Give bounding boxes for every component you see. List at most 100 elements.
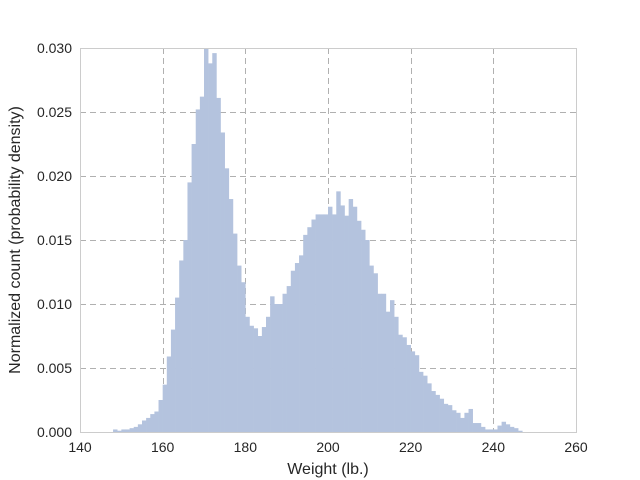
histogram-bar bbox=[170, 329, 176, 432]
histogram-bar bbox=[121, 429, 126, 432]
histogram-bar bbox=[336, 191, 341, 432]
histogram-bar bbox=[352, 206, 358, 432]
histogram-bar bbox=[493, 429, 498, 432]
x-tick-label: 180 bbox=[234, 439, 258, 455]
y-tick-label: 0.030 bbox=[37, 40, 72, 56]
y-tick-label: 0.010 bbox=[37, 296, 72, 312]
y-axis-label: Normalized count (probability density) bbox=[7, 106, 24, 374]
histogram-bar bbox=[480, 426, 486, 432]
histogram-bar bbox=[328, 206, 333, 432]
y-tick-label: 0.005 bbox=[37, 360, 72, 376]
histogram-bar bbox=[282, 293, 287, 432]
histogram-bar bbox=[294, 263, 300, 432]
histogram-bar bbox=[199, 96, 205, 432]
histogram-bar bbox=[266, 316, 271, 432]
histogram-bar bbox=[514, 428, 519, 432]
histogram-bar bbox=[158, 400, 163, 432]
x-tick-label: 160 bbox=[151, 439, 175, 455]
x-tick-labels: 140 160 180 200 220 240 260 bbox=[68, 439, 588, 455]
histogram-bar bbox=[150, 414, 155, 432]
histogram-bar bbox=[476, 423, 482, 432]
histogram-bar bbox=[431, 391, 436, 432]
y-tick-label: 0.020 bbox=[37, 168, 72, 184]
histogram-bar bbox=[274, 304, 279, 432]
histogram-bar bbox=[348, 199, 354, 432]
histogram-bar bbox=[183, 240, 188, 432]
x-tick-label: 140 bbox=[68, 439, 92, 455]
histogram-bar bbox=[410, 351, 416, 432]
histogram-bar bbox=[377, 293, 383, 432]
histogram-bar bbox=[373, 273, 378, 432]
histogram-bar bbox=[443, 403, 449, 432]
histogram-bar bbox=[241, 282, 246, 432]
histogram-bar bbox=[208, 63, 213, 433]
histogram-bar bbox=[204, 48, 209, 432]
histogram-bar bbox=[175, 297, 180, 432]
y-tick-label: 0.015 bbox=[37, 232, 72, 248]
histogram-bar bbox=[125, 429, 130, 432]
histogram-bar bbox=[117, 430, 122, 432]
histogram-bar bbox=[447, 405, 453, 432]
histogram-bar bbox=[427, 383, 432, 432]
histogram-bar bbox=[299, 255, 304, 432]
histogram-bar bbox=[414, 355, 420, 432]
histogram-bar bbox=[237, 265, 242, 432]
histogram-bar bbox=[418, 371, 424, 432]
x-tick-label: 220 bbox=[399, 439, 423, 455]
x-tick-label: 260 bbox=[564, 439, 588, 455]
histogram-bar bbox=[505, 424, 511, 432]
histogram-bar bbox=[340, 205, 345, 432]
histogram-bar bbox=[253, 328, 259, 432]
histogram-bar bbox=[489, 429, 494, 432]
histogram-bar bbox=[344, 215, 349, 432]
histogram-bar bbox=[398, 334, 403, 432]
histogram-bar bbox=[187, 182, 192, 432]
histogram-bar bbox=[381, 293, 387, 432]
grid bbox=[80, 48, 576, 432]
histogram-bar bbox=[290, 270, 296, 432]
histogram-bar bbox=[456, 412, 461, 432]
y-tick-label: 0.000 bbox=[37, 424, 72, 440]
x-tick-label: 200 bbox=[316, 439, 340, 455]
x-axis-label: Weight (lb.) bbox=[287, 461, 369, 478]
histogram-bar bbox=[518, 430, 523, 432]
histogram-bar bbox=[228, 199, 234, 432]
histogram-bar bbox=[179, 260, 184, 432]
histogram-bar bbox=[286, 286, 292, 432]
histogram-bar bbox=[497, 425, 502, 432]
histogram-bar bbox=[509, 426, 515, 432]
histogram-bar bbox=[195, 109, 201, 432]
histogram-bar bbox=[323, 214, 329, 432]
histogram-bar bbox=[385, 311, 391, 432]
histogram-bar bbox=[133, 426, 139, 432]
histogram-bar bbox=[249, 325, 254, 432]
histogram-bar bbox=[406, 344, 411, 432]
plot-frame bbox=[80, 48, 577, 433]
histogram-bar bbox=[232, 233, 238, 432]
histogram-bar bbox=[137, 424, 143, 432]
histogram-bar bbox=[394, 316, 399, 432]
histogram-bar bbox=[423, 375, 428, 432]
histogram-bar bbox=[369, 265, 374, 432]
histogram-bar bbox=[257, 336, 263, 432]
histogram-bar bbox=[464, 412, 469, 432]
histogram-bar bbox=[129, 428, 135, 432]
histogram-bar bbox=[315, 214, 321, 432]
histogram-bar bbox=[224, 168, 230, 432]
histogram-bar bbox=[485, 429, 490, 432]
histogram-bar bbox=[191, 144, 197, 432]
histogram-bar bbox=[332, 214, 337, 432]
histogram-bar bbox=[146, 417, 151, 432]
histogram-bar bbox=[154, 411, 159, 432]
histogram-bar bbox=[270, 296, 275, 432]
histogram-bar bbox=[216, 97, 221, 433]
histogram-bar bbox=[220, 132, 225, 433]
histogram-bar bbox=[113, 429, 118, 432]
histogram-bar bbox=[307, 227, 312, 432]
histogram-bar bbox=[501, 421, 507, 432]
histogram-bar bbox=[402, 337, 407, 432]
histogram-bar bbox=[361, 229, 366, 432]
y-tick-labels: 0.000 0.005 0.010 0.015 0.020 0.025 0.030 bbox=[37, 40, 72, 440]
histogram-bar bbox=[261, 327, 267, 432]
